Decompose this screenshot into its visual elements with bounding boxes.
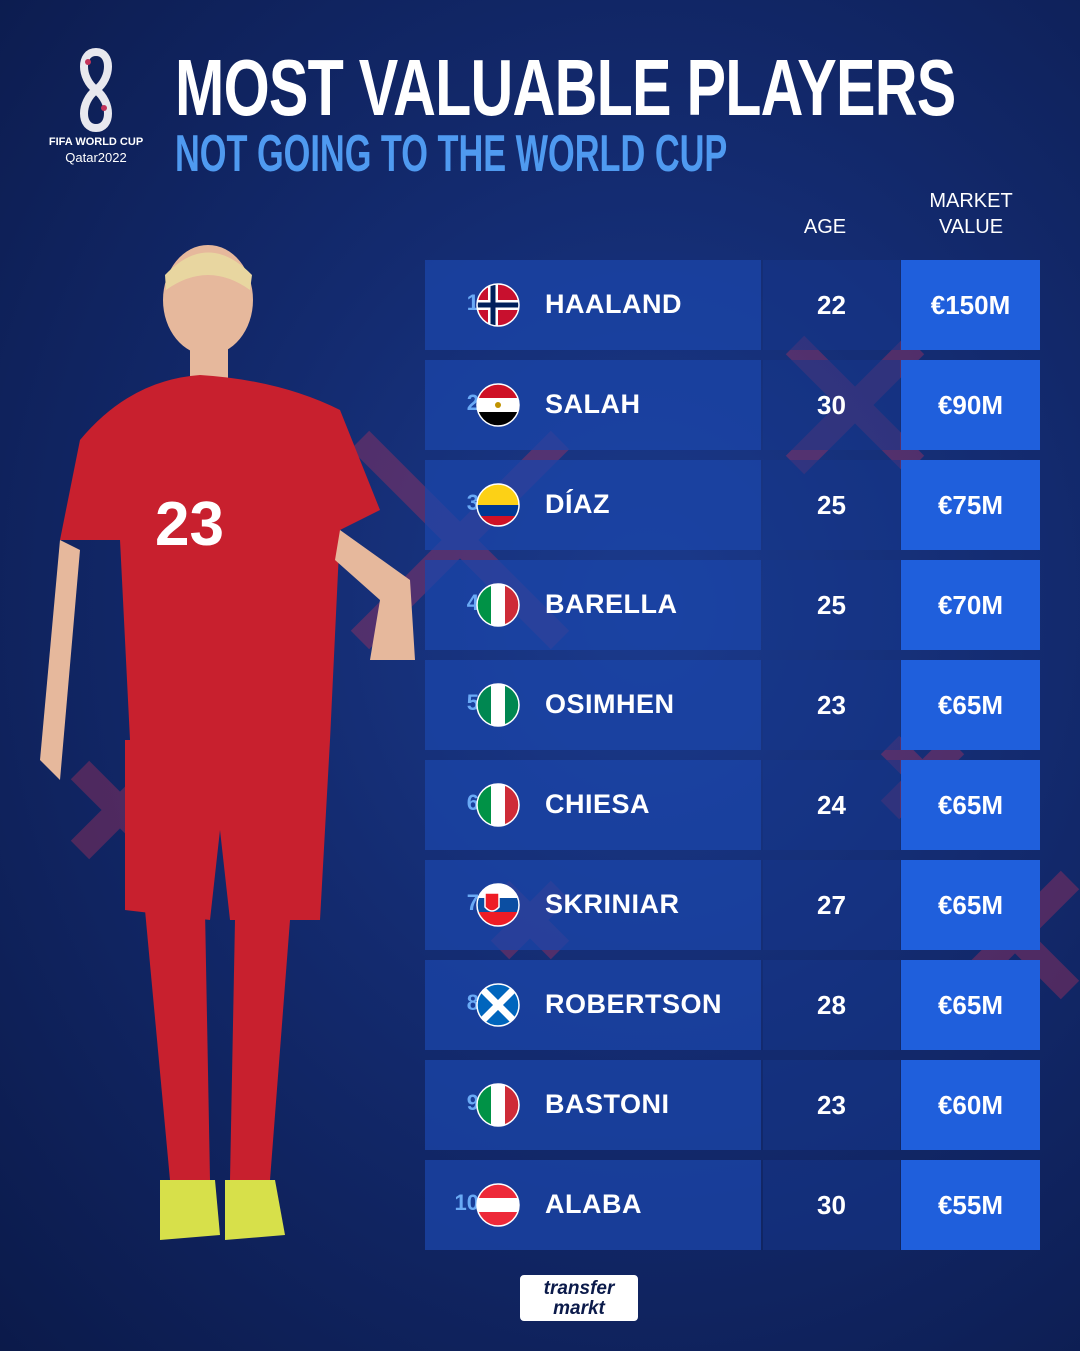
player-cell: 7 SKRINIAR — [425, 860, 761, 950]
transfermarkt-logo: transfer markt — [520, 1275, 638, 1321]
player-age: 23 — [763, 660, 900, 750]
austria-flag-icon — [476, 1183, 520, 1227]
rank: 3 — [466, 490, 479, 515]
nigeria-flag-icon — [476, 683, 520, 727]
table-row: 4 BARELLA 25 €70M — [425, 560, 1040, 650]
player-cell: 9 BASTONI — [425, 1060, 761, 1150]
player-age: 27 — [763, 860, 900, 950]
player-age: 30 — [763, 360, 900, 450]
player-cell: 3 DÍAZ — [425, 460, 761, 550]
player-market-value: €65M — [901, 960, 1040, 1050]
italy-flag-icon — [476, 583, 520, 627]
rank: 5 — [466, 690, 479, 715]
player-market-value: €70M — [901, 560, 1040, 650]
table-row: 9 BASTONI 23 €60M — [425, 1060, 1040, 1150]
world-cup-trophy-icon — [80, 48, 112, 132]
table-row: 2 SALAH 30 €90M — [425, 360, 1040, 450]
table-row: 3 DÍAZ 25 €75M — [425, 460, 1040, 550]
slovakia-flag-icon — [476, 883, 520, 927]
italy-flag-icon — [476, 783, 520, 827]
logo-line2: Qatar2022 — [65, 150, 127, 165]
player-cell: 10 ALABA — [425, 1160, 761, 1250]
rank: 10 — [454, 1190, 479, 1215]
rank: 7 — [466, 890, 479, 915]
egypt-flag-icon — [476, 383, 520, 427]
player-age: 25 — [763, 560, 900, 650]
player-age: 28 — [763, 960, 900, 1050]
logo-line1: FIFA WORLD CUP — [48, 136, 144, 148]
player-name: DÍAZ — [545, 489, 610, 519]
table-row: 5 OSIMHEN 23 €65M — [425, 660, 1040, 750]
rank: 1 — [466, 290, 479, 315]
player-cell: 8 ROBERTSON — [425, 960, 761, 1050]
rank: 4 — [466, 590, 479, 615]
player-market-value: €90M — [901, 360, 1040, 450]
table-row: 6 CHIESA 24 €65M — [425, 760, 1040, 850]
table-row: 8 ROBERTSON 28 €65M — [425, 960, 1040, 1050]
table-row: 1 HAALAND 22 €150M — [425, 260, 1040, 350]
column-header-market-value: MARKET VALUE — [929, 190, 1013, 238]
player-age: 23 — [763, 1060, 900, 1150]
shirt-number: 23 — [155, 490, 224, 559]
norway-flag-icon — [476, 283, 520, 327]
rank: 2 — [466, 390, 479, 415]
player-market-value: €60M — [901, 1060, 1040, 1150]
colombia-flag-icon — [476, 483, 520, 527]
player-name: SALAH — [545, 389, 641, 419]
player-name: BASTONI — [545, 1089, 670, 1119]
player-cell: 2 SALAH — [425, 360, 761, 450]
table-row: 7 SKRINIAR 27 €65M — [425, 860, 1040, 950]
player-market-value: €65M — [901, 660, 1040, 750]
player-cell: 1 HAALAND — [425, 260, 761, 350]
player-age: 24 — [763, 760, 900, 850]
player-market-value: €75M — [901, 460, 1040, 550]
player-market-value: €55M — [901, 1160, 1040, 1250]
player-age: 30 — [763, 1160, 900, 1250]
player-cell: 4 BARELLA — [425, 560, 761, 650]
player-market-value: €65M — [901, 760, 1040, 850]
player-market-value: €150M — [901, 260, 1040, 350]
player-name: BARELLA — [545, 589, 678, 619]
page-title: MOST VALUABLE PLAYERS — [175, 43, 956, 132]
rank: 9 — [466, 1090, 479, 1115]
rank: 8 — [466, 990, 479, 1015]
player-name: ROBERTSON — [545, 989, 723, 1019]
player-name: ALABA — [545, 1189, 642, 1219]
player-market-value: €65M — [901, 860, 1040, 950]
player-name: CHIESA — [545, 789, 651, 819]
italy-flag-icon — [476, 1083, 520, 1127]
player-cell: 5 OSIMHEN — [425, 660, 761, 750]
rank: 6 — [466, 790, 479, 815]
column-header-age: AGE — [803, 216, 847, 238]
scotland-flag-icon — [476, 983, 520, 1027]
player-cell: 6 CHIESA — [425, 760, 761, 850]
player-name: SKRINIAR — [545, 889, 680, 919]
player-age: 25 — [763, 460, 900, 550]
player-photo: 23 — [40, 245, 415, 1240]
player-name: HAALAND — [545, 289, 682, 319]
player-name: OSIMHEN — [545, 689, 675, 719]
fifa-world-cup-logo: FIFA WORLD CUP Qatar2022 — [44, 48, 148, 164]
player-age: 22 — [763, 260, 900, 350]
page-subtitle: NOT GOING TO THE WORLD CUP — [175, 125, 728, 183]
table-row: 10 ALABA 30 €55M — [425, 1160, 1040, 1250]
